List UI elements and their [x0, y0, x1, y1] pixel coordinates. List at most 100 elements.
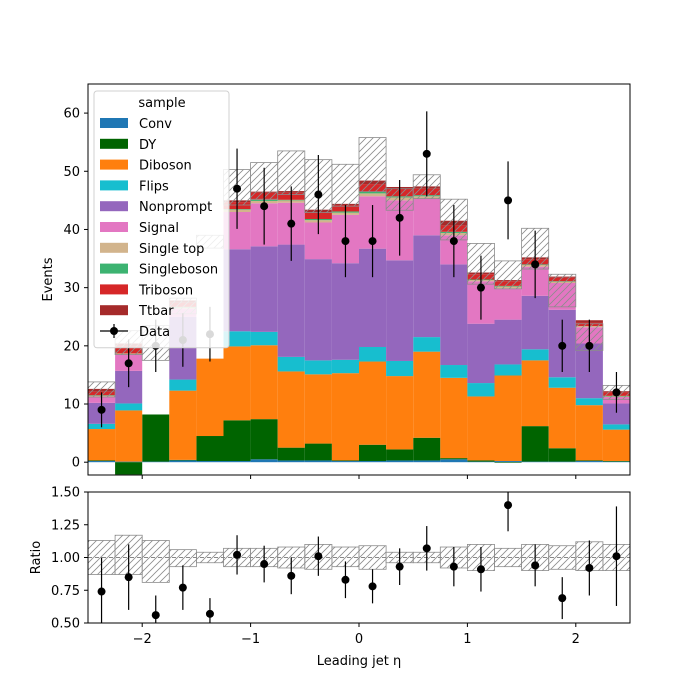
data-point — [233, 184, 242, 193]
bar-diboson — [413, 351, 441, 438]
bar-flips — [304, 360, 332, 375]
data-point — [368, 237, 377, 246]
bar-conv — [277, 460, 305, 463]
ratio-point — [531, 561, 540, 570]
bar-diboson — [386, 376, 414, 450]
legend-swatch — [100, 138, 128, 149]
ratio-point — [287, 571, 296, 580]
uncertainty-bin — [331, 163, 360, 207]
legend-swatch — [100, 159, 128, 170]
bar-conv — [88, 461, 116, 463]
data-point — [124, 359, 133, 368]
main-y-tick-label: 40 — [63, 223, 80, 238]
bar-nonprompt — [440, 264, 468, 366]
ratio-point — [341, 575, 350, 584]
ratio-point — [422, 544, 431, 553]
ratio-point — [585, 563, 594, 572]
bar-dy — [196, 436, 224, 462]
bar-flips — [467, 383, 495, 397]
bar-nonprompt — [304, 259, 332, 361]
bar-diboson — [169, 390, 197, 460]
bar-diboson — [521, 360, 549, 427]
main-plot: 0 10 20 30 40 50 60 Events sample Conv DY Diboson… — [41, 83, 631, 479]
ratio-uncertainty-band — [88, 534, 630, 583]
legend-label: Signal — [139, 221, 179, 236]
bar-flips — [521, 349, 549, 361]
bar-conv — [169, 460, 197, 463]
bar-flips — [413, 337, 441, 352]
bar-diboson — [331, 373, 359, 461]
ratio-point — [151, 611, 160, 620]
data-point — [612, 388, 621, 397]
data-point — [449, 237, 458, 246]
ratio-x-tick-label: −2 — [133, 632, 152, 647]
legend-label: Diboson — [139, 159, 192, 174]
ratio-plot: −2 −1 0 1 2 0.50 0.75 1.00 1.25 1.50 Ratio Leadi… — [29, 486, 631, 669]
bar-diboson — [440, 377, 468, 459]
bar-dy — [602, 461, 630, 462]
bar-flips — [575, 398, 603, 406]
data-point — [558, 341, 567, 350]
bar-dy — [413, 437, 441, 461]
ratio-point — [260, 560, 269, 569]
data-point — [287, 219, 296, 228]
bar-conv — [250, 459, 278, 463]
data-point — [260, 202, 269, 211]
legend-label: DY — [139, 138, 156, 153]
legend-swatch — [100, 242, 128, 253]
main-y-tick-label: 20 — [63, 339, 80, 354]
data-point — [314, 190, 323, 199]
bar-diboson — [277, 371, 305, 448]
ratio-y-tick-label: 0.50 — [51, 617, 80, 632]
ratio-point — [395, 562, 404, 571]
ratio-point — [476, 565, 485, 574]
ratio-point — [314, 552, 323, 561]
ratio-point — [205, 609, 214, 618]
bar-diboson — [494, 375, 522, 462]
ratio-y-tick-label: 1.50 — [51, 486, 80, 501]
ratio-point — [612, 552, 621, 561]
bar-nonprompt — [331, 263, 359, 360]
bar-conv — [440, 459, 468, 463]
bar-nonprompt — [494, 319, 522, 365]
bar-conv — [304, 460, 332, 463]
legend-data-marker — [110, 327, 118, 335]
bar-dy — [331, 460, 359, 462]
ratio-point — [124, 573, 133, 582]
bar-nonprompt — [467, 323, 495, 384]
legend-label: Flips — [139, 179, 169, 194]
bar-dy — [277, 447, 305, 461]
legend-swatch — [100, 284, 128, 295]
bar-flips — [494, 364, 522, 376]
bar-conv — [115, 461, 143, 463]
ratio-x-ticks: −2 −1 0 1 2 — [133, 623, 580, 647]
legend-label: Data — [139, 325, 170, 340]
uncertainty-bin — [548, 273, 577, 308]
bar-conv — [223, 461, 251, 463]
data-point — [476, 283, 485, 292]
x-axis-label: Leading jet η — [317, 654, 402, 669]
bar-flips — [331, 359, 359, 374]
bar-conv — [467, 461, 495, 463]
ratio-x-tick-label: −1 — [241, 632, 260, 647]
bar-nonprompt — [277, 244, 305, 357]
bar-nonprompt — [521, 295, 549, 350]
data-point — [341, 237, 350, 246]
ratio-x-tick-label: 2 — [572, 632, 580, 647]
bar-dy — [494, 462, 522, 463]
ratio-point — [449, 562, 458, 571]
bar-dy — [440, 458, 468, 460]
bar-flips — [386, 360, 414, 377]
bar-conv — [494, 461, 522, 463]
ratio-points — [97, 492, 621, 623]
bar-diboson — [602, 429, 630, 462]
ratio-x-tick-label: 1 — [463, 632, 471, 647]
bar-flips — [250, 331, 278, 346]
legend-label: Conv — [139, 117, 172, 132]
bar-flips — [223, 331, 251, 347]
bar-dy — [548, 448, 576, 462]
legend-swatch — [100, 118, 128, 128]
main-y-tick-label: 0 — [72, 456, 80, 471]
